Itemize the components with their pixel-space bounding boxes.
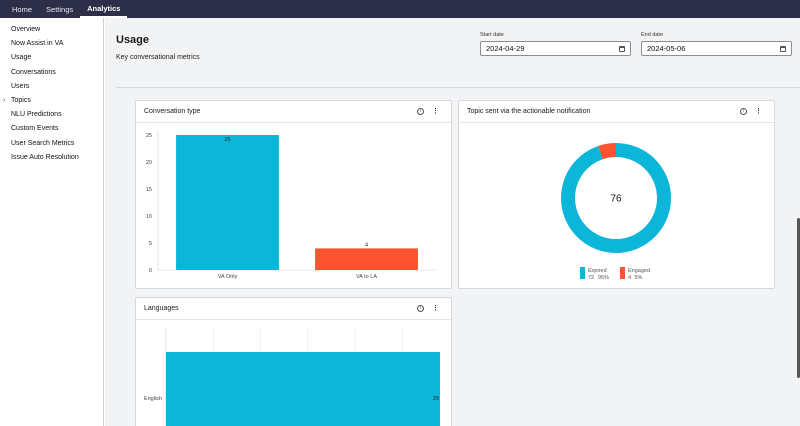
calendar-icon[interactable] (619, 45, 625, 52)
page-title: Usage (116, 34, 150, 46)
sidebar: Overview Now Assist in VA Usage Conversa… (0, 18, 104, 426)
sidebar-item-label: Issue Auto Resolution (11, 153, 79, 161)
data-label: 29 (433, 396, 439, 402)
bar (166, 352, 440, 426)
more-options-icon[interactable]: ⋮ (432, 305, 439, 312)
start-date-value: 2024-04-29 (486, 44, 525, 53)
legend-percent: 5% (635, 275, 643, 281)
card-header: Conversation type i ⋮ (136, 101, 451, 123)
start-date-input[interactable]: 2024-04-29 (480, 41, 631, 56)
info-icon[interactable]: i (740, 108, 747, 115)
sidebar-item-users[interactable]: Users (0, 80, 103, 94)
legend-label: Expired (588, 268, 607, 274)
data-label: 4 (365, 242, 368, 248)
sidebar-item-nlu-predictions[interactable]: NLU Predictions (0, 108, 103, 122)
sidebar-item-overview[interactable]: Overview (0, 23, 103, 37)
info-icon[interactable]: i (417, 305, 424, 312)
legend-percent: 95% (598, 275, 609, 281)
x-tick-label: VA to LA (356, 274, 377, 280)
sidebar-item-label: Now Assist in VA (11, 40, 64, 48)
sidebar-item-label: Custom Events (11, 125, 59, 133)
languages-chart: 29 English (144, 328, 440, 426)
y-tick-label: 25 (146, 133, 152, 139)
scrollbar[interactable] (797, 218, 800, 378)
sidebar-item-user-search-metrics[interactable]: User Search Metrics (0, 137, 103, 151)
conversation-type-chart: 0 5 10 15 20 25 25 VA Only 4 VA to LA (146, 131, 436, 280)
conversation-type-card: Conversation type i ⋮ 0 5 10 15 20 25 25 VA Onl… (135, 100, 452, 289)
sidebar-item-custom-events[interactable]: Custom Events (0, 122, 103, 136)
sidebar-item-label: Usage (11, 54, 32, 62)
sidebar-item-label: Conversations (11, 68, 56, 76)
donut-slice (561, 143, 671, 253)
legend-value: 72 (588, 275, 594, 281)
y-tick-label: 15 (146, 187, 152, 193)
donut-slice (598, 143, 617, 160)
sidebar-item-usage[interactable]: Usage (0, 51, 103, 65)
calendar-icon[interactable] (780, 45, 786, 52)
card-header: Topic sent via the actionable notificati… (459, 101, 774, 123)
chevron-right-icon[interactable]: › (3, 96, 6, 104)
y-tick-label: 5 (149, 241, 152, 247)
sidebar-item-topics[interactable]: › Topics (0, 94, 103, 108)
sidebar-item-label: Overview (11, 26, 41, 33)
more-options-icon[interactable]: ⋮ (432, 108, 439, 115)
card-title: Topic sent via the actionable notificati… (467, 108, 591, 115)
more-options-icon[interactable]: ⋮ (755, 108, 762, 115)
header-divider (116, 87, 800, 88)
tab-settings[interactable]: Settings (46, 4, 74, 14)
legend-label: Engaged (628, 268, 650, 274)
card-header: Languages i ⋮ (136, 298, 451, 320)
sidebar-item-label: Topics (11, 96, 31, 104)
donut-center-label: 76 (610, 194, 622, 205)
legend-value: 4 (628, 275, 631, 281)
sidebar-item-label: NLU Predictions (11, 111, 62, 119)
start-date-label: Start date (480, 32, 504, 38)
legend-swatch (620, 267, 625, 279)
sidebar-item-conversations[interactable]: Conversations (0, 66, 103, 80)
page-subtitle: Key conversational metrics (116, 54, 200, 61)
tab-home[interactable]: Home (12, 4, 33, 14)
end-date-label: End date (641, 32, 664, 38)
y-tick-label: 20 (146, 160, 152, 166)
legend-swatch (580, 267, 585, 279)
top-nav: Home Settings Analytics (0, 0, 800, 18)
end-date-value: 2024-05-06 (647, 44, 686, 53)
info-icon[interactable]: i (417, 108, 424, 115)
sidebar-item-label: User Search Metrics (11, 139, 75, 147)
bar (176, 135, 279, 270)
data-label: 25 (224, 137, 230, 143)
y-tick-label: 10 (146, 214, 152, 220)
languages-card: Languages i ⋮ 29 English (135, 297, 452, 426)
main-content: Usage Key conversational metrics Start d… (105, 18, 800, 426)
start-date-field: Start date 2024-04-29 (480, 32, 631, 56)
end-date-field: End date 2024-05-06 (641, 32, 792, 56)
tab-analytics[interactable]: Analytics (80, 0, 128, 18)
card-title: Conversation type (144, 108, 201, 115)
card-title: Languages (144, 305, 179, 312)
x-tick-label: VA Only (218, 274, 238, 280)
end-date-input[interactable]: 2024-05-06 (641, 41, 792, 56)
sidebar-item-now-assist[interactable]: Now Assist in VA (0, 37, 103, 51)
sidebar-item-issue-auto-resolution[interactable]: Issue Auto Resolution (0, 151, 103, 165)
y-tick-label: 0 (149, 268, 152, 274)
y-tick-label: English (144, 396, 162, 402)
bar (315, 248, 418, 270)
sidebar-item-label: Users (11, 82, 30, 90)
topic-sent-card: Topic sent via the actionable notificati… (458, 100, 775, 289)
